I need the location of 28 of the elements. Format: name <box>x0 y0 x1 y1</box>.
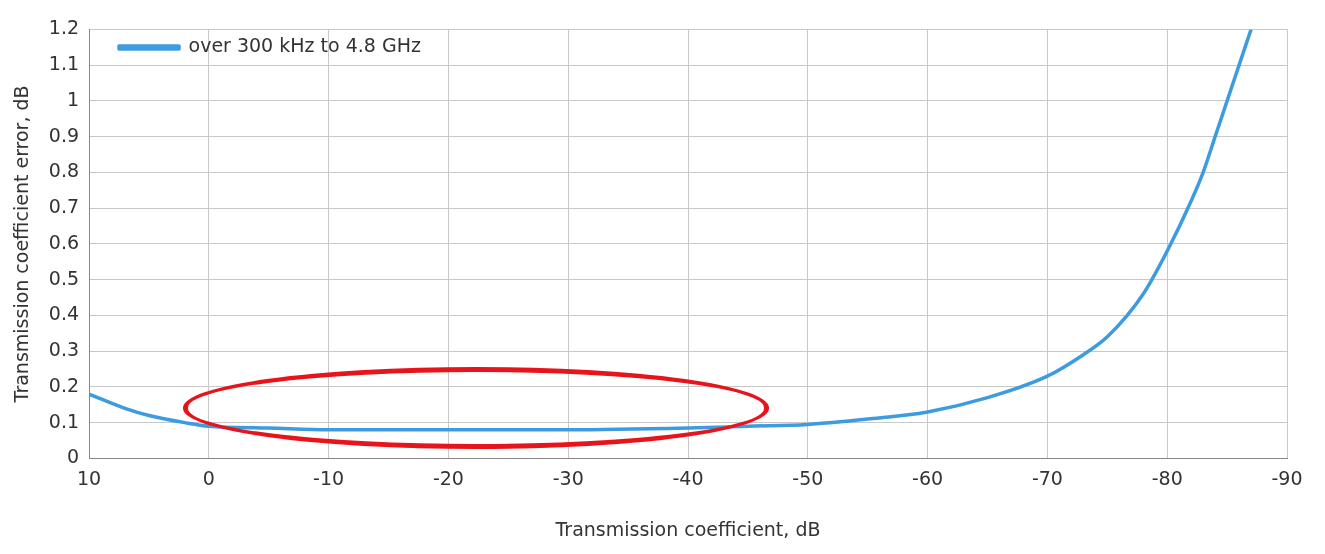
x-axis-title: Transmission coefficient, dB <box>554 517 821 540</box>
x-tick-label: -20 <box>432 466 464 489</box>
x-tick-label: -30 <box>552 466 584 489</box>
x-tick-label: 10 <box>76 466 102 489</box>
x-tick-label: -10 <box>313 466 345 489</box>
y-tick-label: 0 <box>66 445 80 468</box>
y-tick-label: 0.5 <box>48 266 80 289</box>
y-tick-label: 1.1 <box>48 52 80 75</box>
line-series <box>89 29 1253 432</box>
x-tick-label: -60 <box>912 466 944 489</box>
y-axis-title: Transmission coefficient error, dB <box>10 85 33 404</box>
y-tick-label: 0.6 <box>48 230 80 253</box>
x-tick-label: -40 <box>672 466 704 489</box>
x-tick-label: -70 <box>1031 466 1063 489</box>
y-tick-label: 0.7 <box>48 195 80 218</box>
y-tick-label: 0.8 <box>48 159 80 182</box>
y-tick-label: 1.2 <box>48 16 80 39</box>
y-tick-label: 0.3 <box>48 338 80 361</box>
y-tick-label: 0.2 <box>48 373 80 396</box>
y-tick-label: 0.4 <box>48 302 80 325</box>
y-tick-label: 1 <box>66 87 80 110</box>
x-tick-label: -80 <box>1151 466 1183 489</box>
y-tick-label: 0.9 <box>48 123 80 146</box>
x-tick-label: 0 <box>202 466 215 489</box>
x-tick-label: -90 <box>1271 466 1303 489</box>
y-tick-label: 0.1 <box>48 409 80 432</box>
x-tick-label: -50 <box>792 466 824 489</box>
legend-label: over 300 kHz to 4.8 GHz <box>188 34 421 57</box>
